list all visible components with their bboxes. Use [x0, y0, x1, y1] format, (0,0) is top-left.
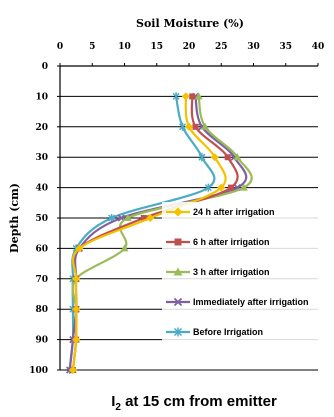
legend-label: Immediately after irrigation [193, 297, 309, 307]
y-tick-label-0: 0 [42, 62, 48, 72]
data-point-24-h-after-irrigation-20 [185, 122, 193, 131]
axes [57, 63, 319, 371]
series-line-before-irrigation [68, 96, 216, 371]
y-tick-label-50: 50 [35, 214, 48, 224]
data-point-24-h-after-irrigation-80 [72, 305, 81, 314]
x-tick-label-35: 35 [279, 42, 292, 52]
x-tick-label-30: 30 [247, 42, 260, 52]
y-tick-label-20: 20 [35, 123, 48, 133]
series-line-24-h-after-irrigation [71, 96, 227, 371]
legend-swatch-marker [173, 327, 183, 337]
data-point-3-h-after-irrigation-30 [233, 153, 242, 161]
data-point-24-h-after-irrigation-50 [146, 214, 155, 222]
data-point-24-h-after-irrigation-70 [72, 274, 81, 283]
legend: 24 h after irrigation 6 h after irrigatio… [162, 202, 330, 342]
y-tick-label-90: 90 [35, 336, 48, 346]
data-point-3-h-after-irrigation-60 [120, 244, 129, 252]
chart-caption: I2 at 15 cm from emitter [111, 393, 277, 413]
y-axis-label: Depth (cm) [8, 183, 21, 253]
legend-label: Before Irrigation [193, 327, 263, 337]
data-point-6-h-after-irrigation-50 [140, 215, 147, 221]
legend-swatch-marker [173, 297, 183, 307]
data-point-3-h-after-irrigation-40 [239, 183, 248, 191]
legend-label: 3 h after irrigation [193, 267, 270, 277]
caption-suffix: at 15 cm from emitter [121, 393, 277, 410]
legend-swatch-marker [174, 238, 182, 246]
data-point-6-h-after-irrigation-10 [189, 93, 196, 100]
x-tick-label-20: 20 [183, 42, 196, 52]
data-point-24-h-after-irrigation-90 [72, 335, 81, 344]
x-tick-label-10: 10 [118, 42, 131, 52]
data-point-before-irrigation-30 [198, 153, 206, 162]
data-point-24-h-after-irrigation-40 [217, 183, 226, 192]
series-line-immediately-after-irrigation [68, 96, 248, 371]
legend-item-immediately-after-irrigation: Immediately after irrigation [166, 297, 309, 307]
x-tick-label-15: 15 [150, 42, 163, 52]
legend-item-before-irrigation: Before Irrigation [166, 327, 263, 337]
data-point-3-h-after-irrigation-10 [194, 92, 203, 100]
data-point-24-h-after-irrigation-60 [75, 244, 84, 253]
legend-swatch-marker [173, 207, 183, 217]
legend-item-3-h-after-irrigation: 3 h after irrigation [166, 267, 270, 277]
legend-label: 24 h after irrigation [193, 207, 275, 217]
x-tick-labels: 0 5 10 15 20 25 30 35 40 [57, 42, 324, 52]
data-point-24-h-after-irrigation-30 [210, 153, 219, 162]
data-point-24-h-after-irrigation-100 [68, 366, 77, 374]
y-tick-label-30: 30 [35, 153, 48, 163]
caption-prefix: I [111, 393, 115, 410]
series-lines [66, 92, 253, 374]
data-point-before-irrigation-40 [204, 183, 212, 192]
series-24-h-after-irrigation [68, 92, 227, 374]
y-tick-label-80: 80 [35, 305, 48, 315]
y-tick-label-100: 100 [29, 366, 48, 376]
x-tick-label-5: 5 [89, 42, 95, 52]
data-point-3-h-after-irrigation-20 [201, 122, 210, 130]
data-point-before-irrigation-10 [172, 92, 180, 101]
legend-label: 6 h after irrigation [193, 237, 270, 247]
data-point-6-h-after-irrigation-40 [227, 184, 234, 191]
legend-item-6-h-after-irrigation: 6 h after irrigation [166, 237, 270, 247]
y-tick-label-60: 60 [35, 244, 48, 254]
caption-subscript: 2 [115, 402, 121, 413]
x-tick-label-0: 0 [57, 42, 63, 52]
data-point-before-irrigation-20 [179, 122, 187, 131]
y-tick-label-70: 70 [35, 275, 48, 285]
data-point-3-h-after-irrigation-50 [123, 214, 132, 221]
data-point-6-h-after-irrigation-30 [224, 154, 231, 161]
legend-item-24-h-after-irrigation: 24 h after irrigation [166, 207, 275, 217]
y-tick-label-40: 40 [35, 184, 48, 194]
chart-title: Soil Moisture (%) [136, 17, 244, 30]
y-tick-labels: 0 10 20 30 40 50 60 70 80 90 100 [29, 62, 48, 376]
x-tick-label-40: 40 [312, 42, 325, 52]
data-point-24-h-after-irrigation-10 [181, 92, 190, 101]
legend-swatch-marker [173, 267, 183, 276]
data-point-6-h-after-irrigation-20 [192, 123, 199, 130]
x-tick-label-25: 25 [215, 42, 228, 52]
y-tick-label-10: 10 [35, 92, 48, 102]
